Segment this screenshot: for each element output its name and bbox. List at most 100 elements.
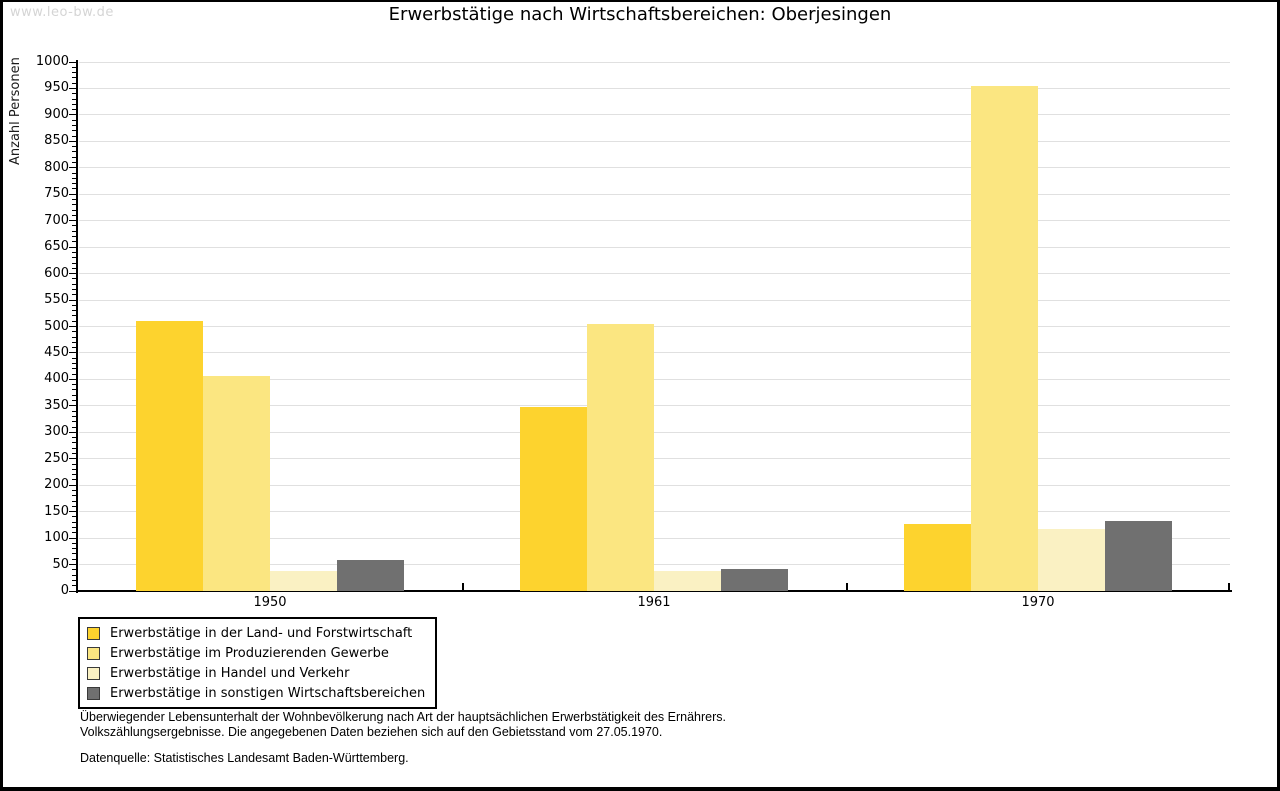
gridline: [79, 431, 1230, 433]
y-axis-tick: [72, 241, 77, 243]
y-axis-tick: [72, 151, 77, 153]
gridline: [79, 220, 1230, 222]
footnote-line-1: Überwiegender Lebensunterhalt der Wohnbe…: [80, 710, 726, 724]
x-axis-tick: [1228, 583, 1230, 590]
y-axis-tick: [72, 452, 77, 454]
y-axis-tick: [69, 299, 77, 301]
y-axis-tick: [72, 199, 77, 201]
y-axis-tick: [72, 183, 77, 185]
gridline: [79, 114, 1230, 116]
y-axis-tick-label: 50: [52, 556, 69, 572]
y-axis-tick: [72, 574, 77, 576]
y-axis-tick: [72, 384, 77, 386]
y-axis-tick: [72, 230, 77, 232]
bar-1961-series-4: [721, 568, 788, 591]
y-axis-tick: [72, 421, 77, 423]
y-axis-tick: [72, 447, 77, 449]
legend-row-1: Erwerbstätige in der Land- und Forstwirt…: [87, 623, 425, 643]
gridline: [79, 378, 1230, 380]
y-axis-tick-label: 750: [44, 186, 69, 202]
gridline: [79, 299, 1230, 301]
x-axis-category-label: 1950: [253, 595, 287, 610]
y-axis-tick: [72, 257, 77, 259]
y-axis-tick: [72, 66, 77, 68]
y-axis-tick: [72, 288, 77, 290]
y-axis-tick: [69, 564, 77, 566]
y-axis-tick: [72, 532, 77, 534]
legend-row-3: Erwerbstätige in Handel und Verkehr: [87, 663, 425, 683]
y-axis-tick: [72, 463, 77, 465]
y-axis-tick-label: 0: [60, 583, 69, 598]
legend-swatch-icon: [87, 666, 100, 680]
bar-1970-series-1: [904, 523, 971, 591]
y-axis-tick: [72, 548, 77, 550]
y-axis-tick: [72, 236, 77, 238]
bar-1950-series-1: [136, 321, 203, 591]
y-axis-tick: [72, 77, 77, 79]
y-axis-tick: [72, 336, 77, 338]
y-axis-tick: [69, 511, 77, 513]
y-axis-tick-label: 300: [44, 424, 69, 440]
y-axis-tick: [72, 294, 77, 296]
y-axis-tick: [72, 394, 77, 396]
y-axis-tick-label: 250: [44, 450, 69, 466]
legend-label: Erwerbstätige in der Land- und Forstwirt…: [110, 625, 413, 641]
legend-swatch-icon: [87, 646, 100, 660]
y-axis-tick-label: 200: [44, 477, 69, 493]
y-axis-tick-label: 550: [44, 292, 69, 308]
y-axis-tick: [72, 495, 77, 497]
gridline: [79, 273, 1230, 275]
y-axis-tick: [72, 553, 77, 555]
gridline: [79, 405, 1230, 407]
y-axis-tick-label: 850: [44, 133, 69, 149]
y-axis-tick-label: 100: [44, 530, 69, 546]
gridline: [79, 511, 1230, 513]
y-axis-tick: [72, 188, 77, 190]
y-axis-tick: [72, 109, 77, 111]
y-axis-tick: [72, 500, 77, 502]
y-axis-tick: [72, 119, 77, 121]
y-axis-tick: [69, 140, 77, 142]
y-axis-tick: [72, 341, 77, 343]
y-axis-tick: [72, 437, 77, 439]
y-axis-tick: [72, 527, 77, 529]
y-axis-tick: [72, 474, 77, 476]
y-axis-tick: [72, 410, 77, 412]
legend: Erwerbstätige in der Land- und Forstwirt…: [78, 617, 438, 709]
bar-1970-series-2: [971, 85, 1038, 591]
y-axis-tick: [69, 326, 77, 327]
gridline: [79, 564, 1230, 566]
y-axis-tick-label: 950: [44, 80, 69, 96]
gridline: [79, 458, 1230, 460]
y-axis-tick: [69, 61, 77, 63]
y-axis-tick-label: 400: [44, 371, 69, 387]
y-axis-tick: [69, 405, 77, 407]
y-axis-line: [76, 60, 78, 593]
y-axis-tick: [72, 558, 77, 560]
y-axis-tick: [72, 135, 77, 137]
y-axis-tick: [69, 220, 77, 222]
footnote-source: Datenquelle: Statistisches Landesamt Bad…: [80, 751, 409, 765]
y-axis-tick: [72, 542, 77, 544]
y-axis-tick: [69, 590, 77, 592]
bar-1970-series-3: [1038, 529, 1105, 591]
y-axis-tick: [72, 368, 77, 370]
y-axis-tick-label: 650: [44, 239, 69, 255]
y-axis-tick: [72, 579, 77, 581]
chart-title: Erwerbstätige nach Wirtschaftsbereichen:…: [388, 4, 892, 25]
y-axis-tick: [72, 93, 77, 95]
y-axis-tick: [72, 310, 77, 312]
gridline: [79, 484, 1230, 486]
y-axis-tick: [72, 415, 77, 417]
y-axis-tick: [72, 468, 77, 470]
legend-label: Erwerbstätige in Handel und Verkehr: [110, 665, 350, 681]
legend-row-2: Erwerbstätige im Produzierenden Gewerbe: [87, 643, 425, 663]
y-axis-tick: [72, 82, 77, 84]
gridline: [79, 87, 1230, 89]
y-axis-tick: [72, 214, 77, 216]
y-axis-tick: [72, 516, 77, 518]
bar-1961-series-2: [587, 323, 654, 591]
y-axis-tick: [72, 331, 77, 333]
y-axis-tick: [72, 400, 77, 402]
y-axis-tick: [72, 262, 77, 264]
